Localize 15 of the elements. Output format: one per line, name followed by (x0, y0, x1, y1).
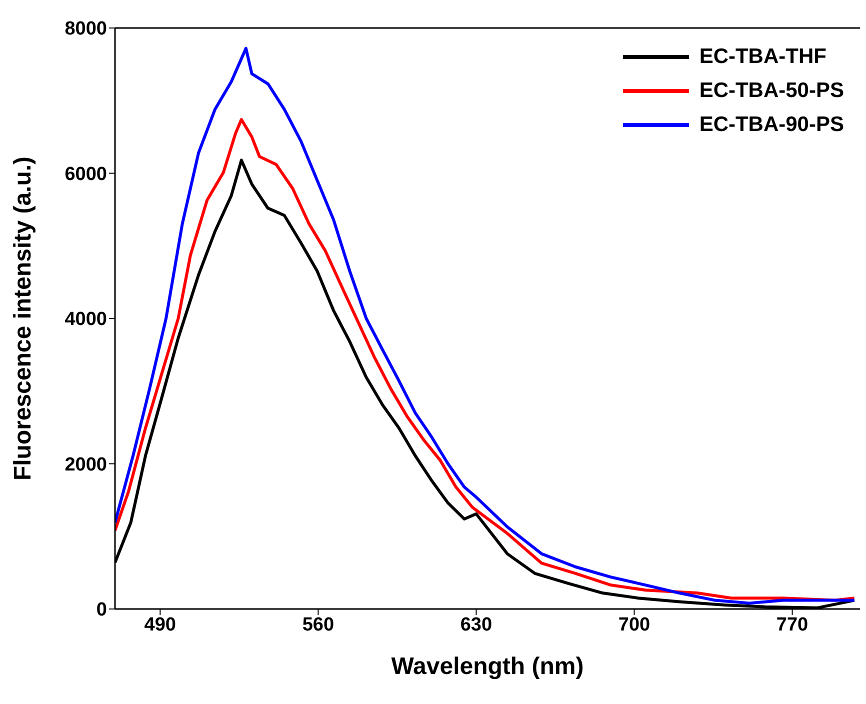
x-tick-label: 700 (618, 614, 650, 636)
x-tick-label: 630 (460, 614, 492, 636)
x-tick-label: 560 (302, 614, 334, 636)
y-tick-label: 6000 (64, 164, 107, 185)
y-tick-label: 0 (96, 600, 107, 621)
x-tick-label: 490 (144, 614, 176, 636)
y-axis-title: Fluorescence intensity (a.u.) (10, 156, 37, 481)
legend-label: EC-TBA-50-PS (699, 79, 844, 103)
x-axis-title: Wavelength (nm) (391, 653, 584, 680)
legend-label: EC-TBA-THF (699, 45, 826, 69)
x-tick-label: 770 (776, 614, 808, 636)
y-tick-label: 2000 (64, 454, 107, 476)
legend-label: EC-TBA-90-PS (699, 113, 844, 137)
y-tick-label: 8000 (64, 18, 107, 40)
y-tick-label: 4000 (64, 309, 107, 330)
